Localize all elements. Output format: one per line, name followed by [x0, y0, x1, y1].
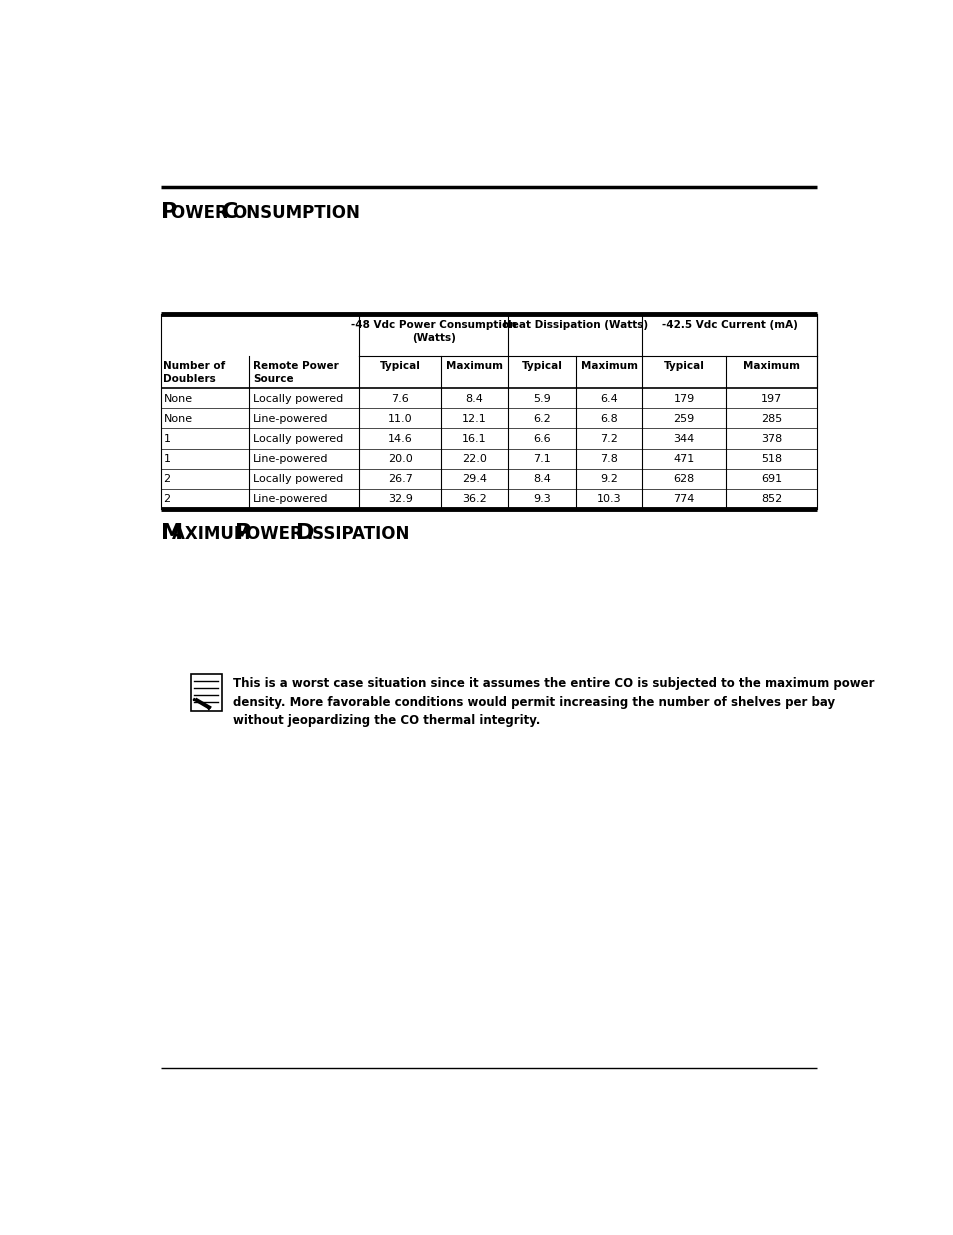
Text: 6.6: 6.6 — [533, 433, 551, 443]
Text: Locally powered: Locally powered — [253, 433, 343, 443]
Text: Line-powered: Line-powered — [253, 494, 329, 504]
Text: ISSIPATION: ISSIPATION — [307, 525, 410, 543]
Text: None: None — [163, 394, 193, 404]
Text: 628: 628 — [673, 474, 694, 484]
Text: 179: 179 — [673, 394, 694, 404]
Text: 1: 1 — [163, 454, 171, 464]
Text: This is a worst case situation since it assumes the entire CO is subjected to th: This is a worst case situation since it … — [233, 677, 874, 727]
Text: 14.6: 14.6 — [388, 433, 412, 443]
Text: 12.1: 12.1 — [461, 414, 486, 424]
Text: Typical: Typical — [379, 361, 420, 370]
Text: 32.9: 32.9 — [387, 494, 413, 504]
Text: 8.4: 8.4 — [465, 394, 483, 404]
Text: 5.9: 5.9 — [533, 394, 551, 404]
Text: Maximum: Maximum — [580, 361, 638, 370]
Text: Line-powered: Line-powered — [253, 454, 329, 464]
Text: None: None — [163, 414, 193, 424]
Text: P: P — [235, 524, 252, 543]
Text: Locally powered: Locally powered — [253, 394, 343, 404]
Text: D: D — [295, 524, 314, 543]
Text: C: C — [222, 201, 238, 221]
Text: 36.2: 36.2 — [461, 494, 486, 504]
Text: 9.3: 9.3 — [533, 494, 551, 504]
Text: 852: 852 — [760, 494, 781, 504]
Text: OWER: OWER — [245, 525, 308, 543]
Text: 6.8: 6.8 — [600, 414, 618, 424]
Text: Remote Power
Source: Remote Power Source — [253, 361, 338, 384]
Text: 6.4: 6.4 — [600, 394, 618, 404]
Text: 7.2: 7.2 — [599, 433, 618, 443]
Text: M: M — [161, 524, 183, 543]
Text: 378: 378 — [760, 433, 781, 443]
Text: AXIMUM: AXIMUM — [172, 525, 255, 543]
Text: 259: 259 — [673, 414, 694, 424]
Text: 691: 691 — [760, 474, 781, 484]
Text: Typical: Typical — [521, 361, 562, 370]
Text: ONSUMPTION: ONSUMPTION — [233, 204, 360, 221]
Text: 197: 197 — [760, 394, 781, 404]
Text: 285: 285 — [760, 414, 781, 424]
Text: Locally powered: Locally powered — [253, 474, 343, 484]
Bar — [191, 674, 221, 711]
Text: 16.1: 16.1 — [462, 433, 486, 443]
Text: Heat Dissipation (Watts): Heat Dissipation (Watts) — [502, 320, 647, 330]
Text: 9.2: 9.2 — [599, 474, 618, 484]
Text: Maximum: Maximum — [742, 361, 799, 370]
Text: 7.8: 7.8 — [599, 454, 618, 464]
Text: -42.5 Vdc Current (mA): -42.5 Vdc Current (mA) — [661, 320, 797, 330]
Text: Line-powered: Line-powered — [253, 414, 329, 424]
Text: Number of
Doublers: Number of Doublers — [163, 361, 226, 384]
Text: 11.0: 11.0 — [388, 414, 412, 424]
Text: P: P — [161, 201, 177, 221]
Text: Maximum: Maximum — [446, 361, 502, 370]
Text: 6.2: 6.2 — [533, 414, 551, 424]
Text: 344: 344 — [673, 433, 694, 443]
Text: 2: 2 — [163, 494, 171, 504]
Text: 22.0: 22.0 — [461, 454, 487, 464]
Text: Typical: Typical — [663, 361, 704, 370]
Text: 518: 518 — [760, 454, 781, 464]
Text: 26.7: 26.7 — [387, 474, 413, 484]
Text: 29.4: 29.4 — [461, 474, 487, 484]
Text: 20.0: 20.0 — [388, 454, 412, 464]
Text: 7.6: 7.6 — [391, 394, 409, 404]
Text: 7.1: 7.1 — [533, 454, 551, 464]
Text: OWER: OWER — [171, 204, 233, 221]
Text: 8.4: 8.4 — [533, 474, 551, 484]
Text: 1: 1 — [163, 433, 171, 443]
Text: 471: 471 — [673, 454, 694, 464]
Text: -48 Vdc Power Consumption
(Watts): -48 Vdc Power Consumption (Watts) — [351, 320, 517, 343]
Text: 774: 774 — [673, 494, 694, 504]
Text: 10.3: 10.3 — [597, 494, 621, 504]
Text: 2: 2 — [163, 474, 171, 484]
